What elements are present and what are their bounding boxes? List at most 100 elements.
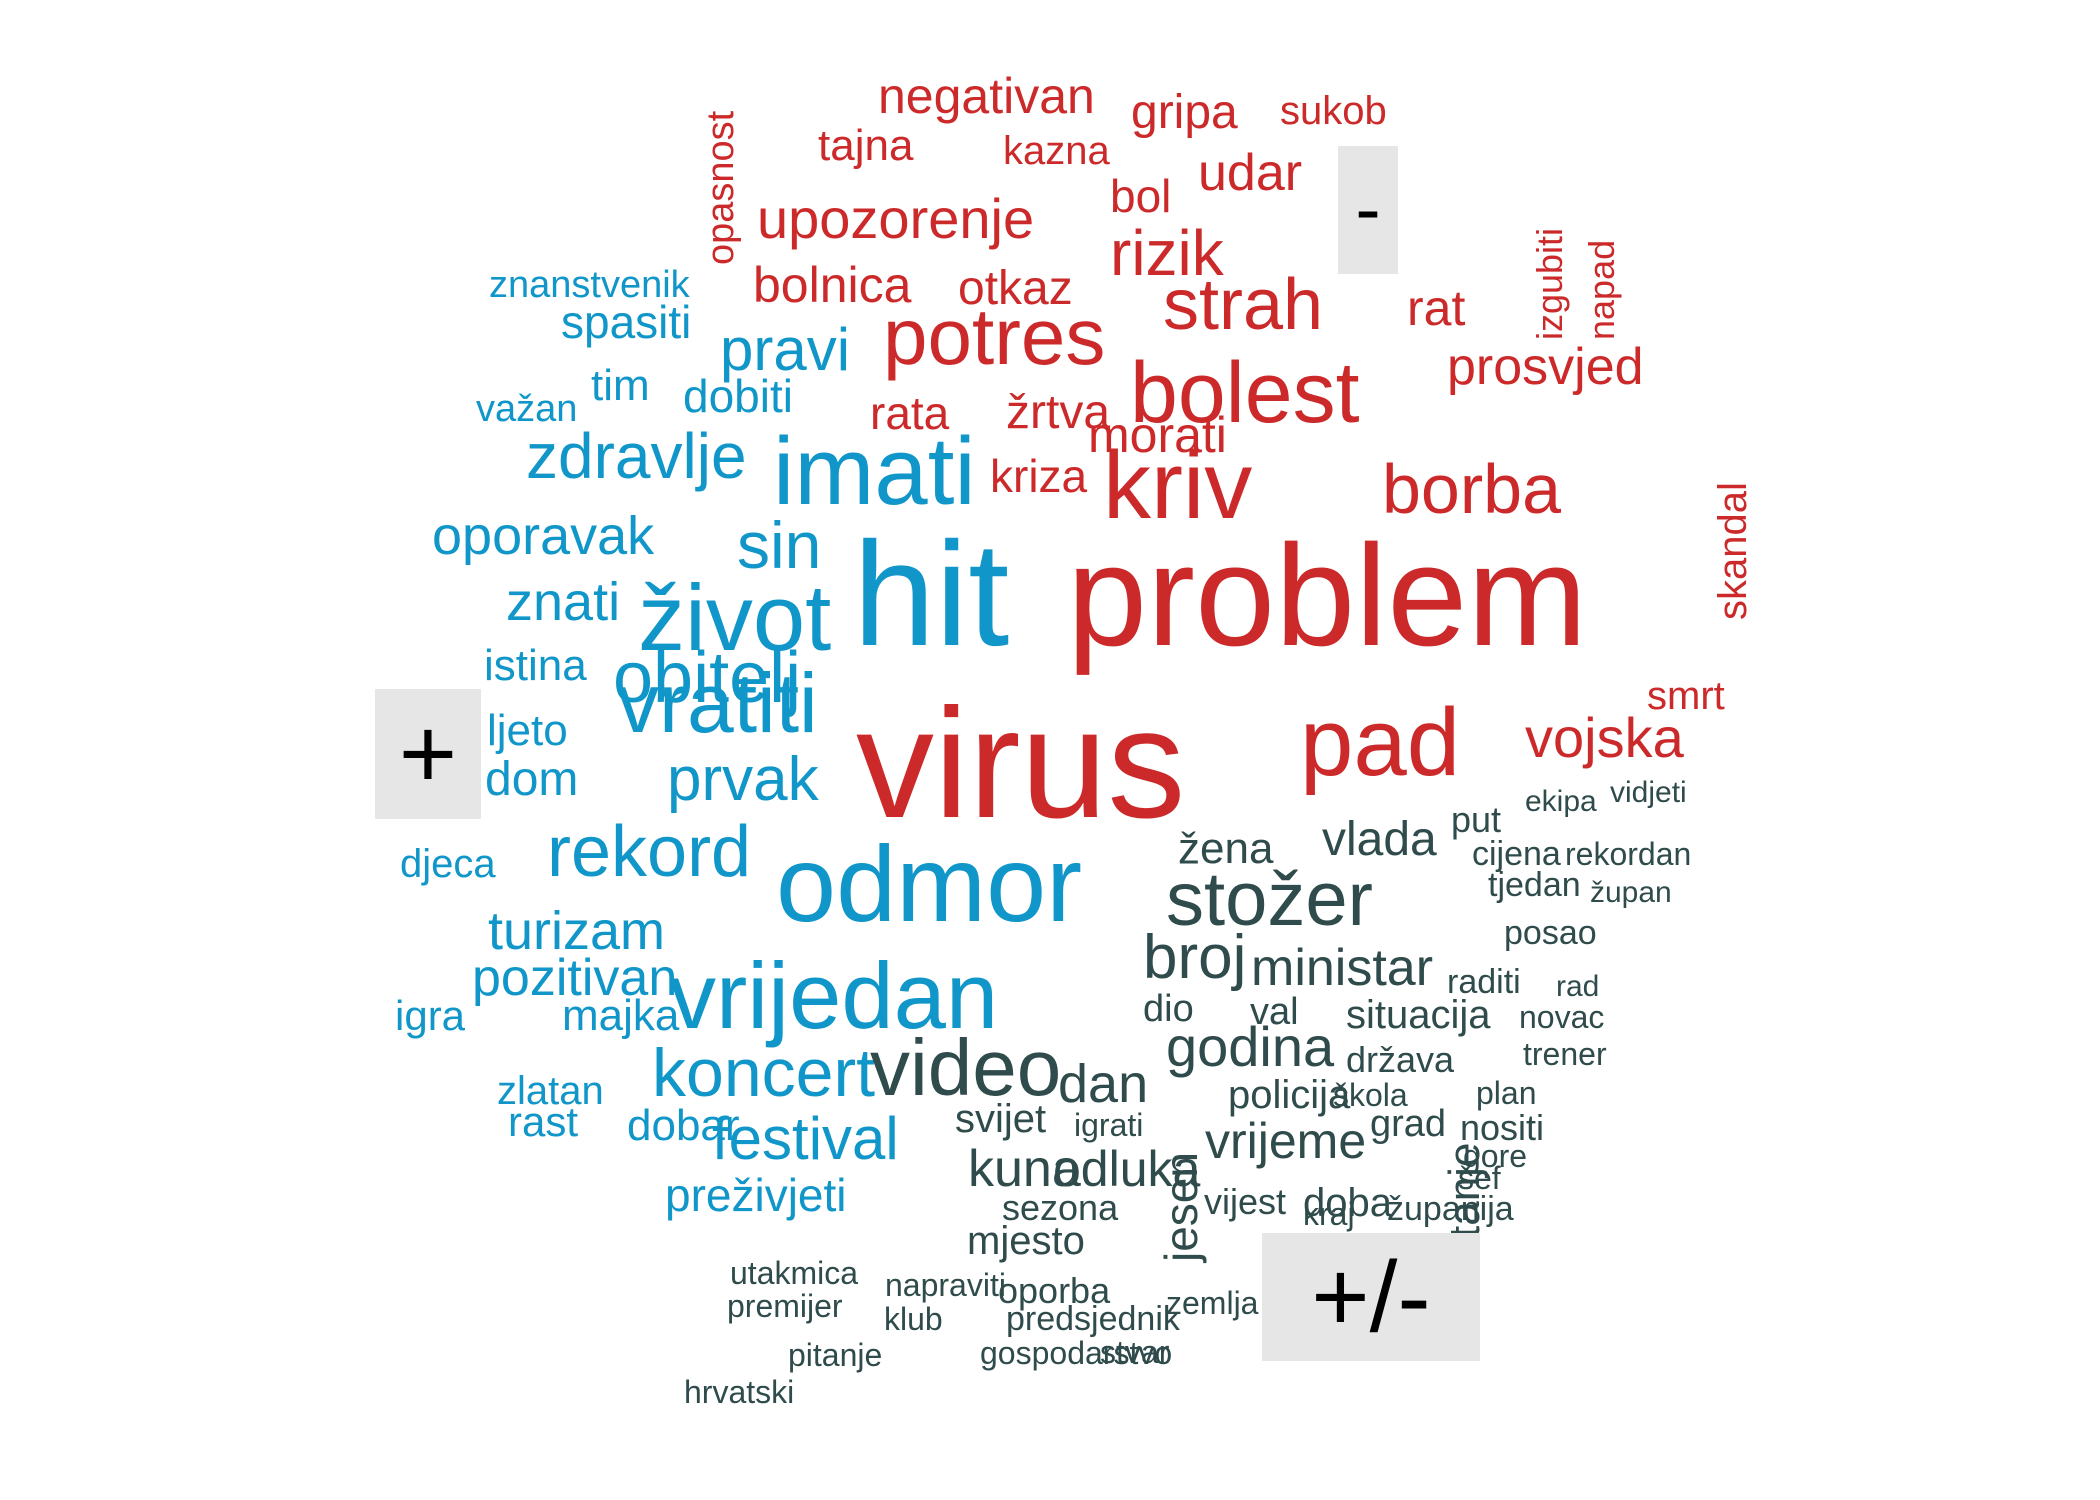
neutral-word: odluka — [1053, 1141, 1201, 1197]
neutral-word: mjesto — [967, 1219, 1085, 1263]
neutral-word: svijet — [955, 1097, 1046, 1141]
neutral-word: sezona — [1002, 1187, 1119, 1228]
neutral-word: put — [1451, 799, 1501, 840]
neutral-word: raditi — [1447, 963, 1521, 1001]
positive-word: istina — [484, 641, 587, 690]
negative-word: vojska — [1525, 706, 1685, 769]
neutral-word: trener — [1523, 1036, 1607, 1072]
positive-word: pravi — [720, 316, 850, 383]
negative-word: bolest — [1130, 345, 1360, 441]
positive-word: hit — [853, 512, 1009, 677]
positive-word: život — [638, 565, 831, 670]
neutral-word: vidjeti — [1610, 776, 1687, 809]
neutral-word: napraviti — [885, 1267, 1006, 1303]
neutral-word: škola — [1333, 1077, 1408, 1113]
positive-word: zlatan — [497, 1069, 604, 1113]
negative-word: opasnost — [700, 110, 742, 265]
negative-word: rizik — [1110, 217, 1225, 289]
neutral-word: policija — [1228, 1073, 1351, 1117]
positive-word: zdravlje — [526, 420, 747, 492]
negative-word: kriv — [1103, 432, 1252, 539]
neutral-word: godina — [1166, 1015, 1335, 1078]
neutral-word: zemlja — [1166, 1285, 1259, 1321]
negative-word: kazna — [1003, 129, 1110, 173]
negative-word: virus — [856, 677, 1185, 851]
neutral-word: plan — [1476, 1075, 1537, 1111]
negative-word: izgubiti — [1529, 228, 1570, 340]
neutral-word: cijena — [1472, 835, 1561, 873]
negative-word: problem — [1067, 515, 1587, 676]
negative-word: negativan — [878, 68, 1095, 124]
negative-word: prosvjed — [1447, 338, 1644, 396]
positive-word: ljeto — [487, 706, 568, 755]
neutral-word: gore — [1463, 1138, 1527, 1174]
neutral-word: gospodarstvo — [980, 1335, 1172, 1371]
neutral-word: ekipa — [1525, 785, 1597, 818]
positive-word: majka — [562, 991, 680, 1040]
negative-word: pad — [1300, 689, 1460, 796]
negative-word: skandal — [1711, 482, 1755, 620]
neutral-word: posao — [1504, 914, 1597, 952]
positive-word: dobiti — [683, 370, 793, 422]
positive-word: rast — [508, 1098, 578, 1145]
neutral-word: novac — [1519, 999, 1604, 1035]
positive-word: djeca — [400, 842, 496, 886]
neutral-word: kuna — [968, 1140, 1081, 1198]
neutral-word: ministar — [1251, 939, 1433, 997]
positive-word: tim — [591, 361, 650, 410]
positive-word: pozitivan — [472, 949, 677, 1007]
neutral-word: županija — [1387, 1190, 1514, 1228]
neutral-word: tjedan — [1488, 866, 1581, 904]
positive-word: važan — [476, 388, 577, 430]
neutral-word: utakmica — [730, 1255, 858, 1291]
neutral-word: premijer — [727, 1288, 843, 1324]
negative-word: udar — [1198, 144, 1302, 202]
neutral-word: kraj — [1303, 1196, 1355, 1232]
positive-word: znanstvenik — [489, 264, 691, 306]
neutral-word: situacija — [1346, 993, 1491, 1037]
neutral-word: nositi — [1460, 1107, 1544, 1148]
positive-marker: + — [375, 689, 481, 819]
negative-word: napad — [1581, 240, 1622, 340]
negative-word: smrt — [1647, 674, 1725, 718]
negative-word: žrtva — [1006, 386, 1110, 439]
neutral-word: žena — [1178, 824, 1274, 873]
positive-word: turizam — [488, 901, 665, 961]
neutral-word: župan — [1590, 876, 1672, 909]
negative-word: kriza — [990, 450, 1088, 502]
neutral-marker: +/- — [1262, 1233, 1480, 1361]
positive-word: vratiti — [617, 656, 818, 750]
neutral-word: klub — [884, 1301, 943, 1337]
neutral-word: igrati — [1074, 1107, 1143, 1143]
neutral-word: stožer — [1166, 857, 1373, 942]
neutral-word: video — [870, 1023, 1061, 1112]
positive-word: sin — [737, 508, 821, 582]
neutral-word: rad — [1556, 970, 1599, 1003]
negative-word: bol — [1110, 170, 1171, 222]
neutral-word: vlada — [1322, 813, 1437, 866]
neutral-word: jesen — [1155, 1152, 1207, 1264]
positive-word: spasiti — [561, 296, 691, 348]
neutral-word: rekordan — [1565, 836, 1691, 872]
neutral-word: grad — [1370, 1103, 1446, 1145]
positive-word: imati — [773, 418, 976, 525]
negative-word: tajna — [818, 121, 914, 170]
negative-word: strah — [1163, 265, 1323, 345]
neutral-word: vijest — [1204, 1181, 1286, 1222]
negative-word: otkaz — [958, 262, 1073, 315]
negative-word: upozorenje — [757, 187, 1034, 250]
neutral-word: vrijeme — [1205, 1113, 1366, 1169]
negative-word: morati — [1088, 407, 1227, 463]
neutral-word: država — [1346, 1039, 1455, 1080]
neutral-word: oporba — [998, 1270, 1111, 1311]
neutral-word: dio — [1143, 988, 1194, 1030]
neutral-word: stvar — [1100, 1334, 1170, 1370]
positive-word: preživjeti — [665, 1169, 847, 1221]
positive-word: odmor — [776, 823, 1082, 944]
positive-word: dom — [485, 753, 578, 806]
positive-word: znati — [506, 572, 620, 632]
negative-word: rata — [870, 387, 950, 439]
neutral-word: predsjednik — [1006, 1300, 1181, 1338]
positive-word: prvak — [667, 745, 820, 814]
